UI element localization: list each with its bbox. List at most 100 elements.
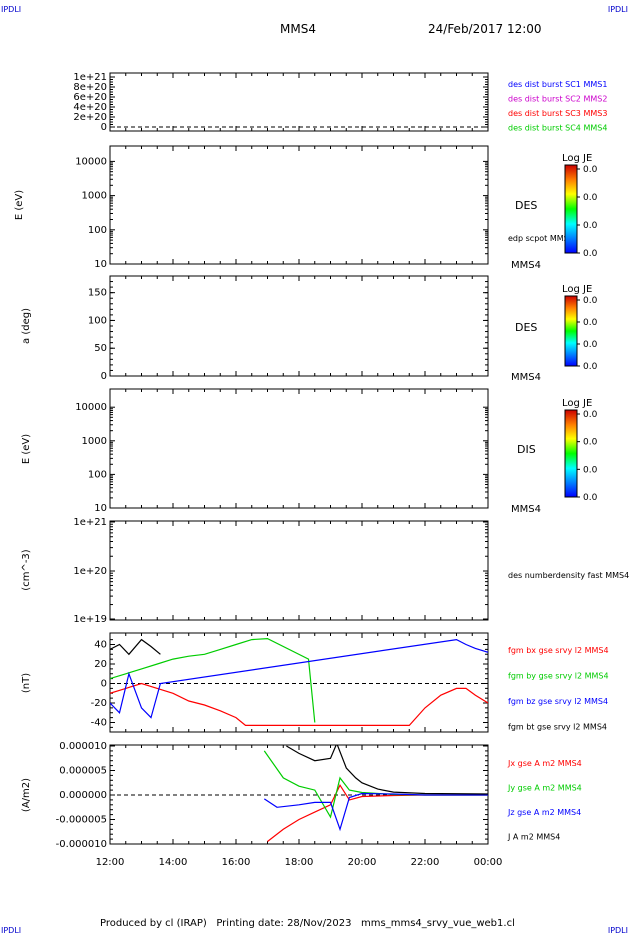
colorbar-label: 0.0 [583, 410, 598, 420]
colorbar-label: 0.0 [583, 465, 598, 475]
y-tick-label: -0.000005 [56, 815, 107, 826]
datetime-title: 24/Feb/2017 12:00 [428, 22, 542, 36]
b-field-series [110, 638, 161, 656]
colorbar [564, 295, 578, 367]
y-tick-label: 10000 [75, 156, 107, 167]
spacecraft-tag: MMS4 [511, 260, 541, 271]
y-tick-label: 0 [101, 679, 107, 690]
legend-entry: des dist burst SC2 MMS2 [508, 95, 607, 104]
panel-frame [109, 520, 489, 621]
y-tick-label: 0 [101, 371, 107, 382]
panel-frame [109, 72, 489, 132]
y-tick-label: 0.000010 [59, 741, 107, 752]
panel-frame [109, 275, 489, 377]
x-tick-label: 16:00 [222, 857, 251, 868]
colorbar-label: 0.0 [583, 165, 598, 175]
current-series [267, 783, 488, 842]
colorbar-title: Log JE [562, 153, 592, 164]
x-tick-label: 14:00 [159, 857, 188, 868]
y-tick-label: -0.000010 [56, 839, 107, 850]
spacecraft-title: MMS4 [280, 22, 316, 36]
y-tick-label: 1e+21 [73, 72, 107, 83]
corner-label-top-left: IPDLI [1, 5, 22, 14]
legend-entry: Jz gse A m2 MMS4 [507, 808, 581, 817]
y-axis-label: (A/m2) [21, 778, 32, 812]
y-tick-label: 50 [94, 343, 107, 354]
spacecraft-tag: MMS4 [511, 372, 541, 383]
y-tick-label: 10000 [75, 402, 107, 413]
b-field-series [110, 682, 488, 727]
y-tick-label: 2e+20 [73, 112, 107, 123]
instrument-label: DIS [517, 443, 536, 456]
b-field-series [110, 637, 316, 723]
colorbar-label: 0.0 [583, 221, 598, 231]
y-tick-label: 40 [94, 640, 107, 651]
instrument-label: DES [515, 321, 537, 334]
y-tick-label: 1000 [82, 436, 107, 447]
x-tick-label: 20:00 [348, 857, 377, 868]
legend-entry: des dist burst SC1 MMS1 [508, 80, 607, 89]
b-field-series [110, 638, 488, 719]
y-tick-label: 1e+20 [73, 566, 107, 577]
legend-entry: Jy gse A m2 MMS4 [507, 784, 582, 793]
legend-entry: Jx gse A m2 MMS4 [507, 759, 582, 768]
colorbar-title: Log JE [562, 398, 592, 409]
colorbar-label: 0.0 [583, 296, 598, 306]
y-tick-label: 1e+19 [73, 614, 107, 625]
corner-label-top-right: IPDLI [607, 5, 628, 14]
x-tick-label: 18:00 [285, 857, 314, 868]
x-tick-label: 00:00 [474, 857, 503, 868]
legend-entry: des dist burst SC4 MMS4 [508, 124, 607, 133]
y-tick-label: 10 [94, 503, 107, 514]
legend-entry: fgm bx gse srvy l2 MMS4 [508, 646, 609, 655]
y-tick-label: 1e+21 [73, 517, 107, 528]
instrument-label: DES [515, 199, 537, 212]
panel-frame [109, 145, 489, 265]
current-series [263, 792, 488, 832]
y-tick-label: 8e+20 [73, 82, 107, 93]
colorbar-label: 0.0 [583, 318, 598, 328]
y-axis-label: (nT) [21, 673, 32, 693]
y-tick-label: 0.000005 [59, 766, 107, 777]
panel-frame [109, 388, 489, 509]
y-tick-label: 150 [88, 288, 107, 299]
current-series [286, 745, 488, 795]
current-series [263, 750, 488, 819]
y-tick-label: 0.000000 [59, 790, 107, 801]
corner-label-bottom-left: IPDLI [1, 926, 22, 935]
colorbar [564, 164, 578, 254]
colorbar-label: 0.0 [583, 193, 598, 203]
x-tick-label: 22:00 [411, 857, 440, 868]
colorbar-label: 0.0 [583, 249, 598, 259]
y-tick-label: -20 [91, 698, 107, 709]
x-tick-label: 12:00 [96, 857, 125, 868]
legend-entry: J A m2 MMS4 [507, 833, 560, 842]
corner-label-bottom-right: IPDLI [607, 926, 628, 935]
y-tick-label: 6e+20 [73, 92, 107, 103]
y-tick-label: 1000 [82, 191, 107, 202]
y-axis-label: E (eV) [14, 190, 25, 220]
legend-entry: fgm bz gse srvy l2 MMS4 [508, 697, 608, 706]
legend-entry: des dist burst SC3 MMS3 [508, 109, 607, 118]
colorbar-label: 0.0 [583, 362, 598, 372]
y-axis-label: (cm^-3) [21, 549, 32, 590]
y-tick-label: 4e+20 [73, 102, 107, 113]
y-tick-label: 10 [94, 259, 107, 270]
colorbar-label: 0.0 [583, 493, 598, 503]
secondary-label: edp scpot MMS4 [508, 234, 574, 243]
y-tick-label: 0 [101, 122, 107, 133]
colorbar-label: 0.0 [583, 340, 598, 350]
y-tick-label: 100 [88, 225, 107, 236]
y-axis-label: E (eV) [21, 434, 32, 464]
legend-entry: fgm by gse srvy l2 MMS4 [508, 672, 609, 681]
y-tick-label: -40 [91, 718, 107, 729]
spacecraft-tag: MMS4 [511, 504, 541, 515]
y-axis-label: a (deg) [21, 308, 32, 344]
y-tick-label: 20 [94, 659, 107, 670]
y-tick-label: 100 [88, 315, 107, 326]
legend-entry: fgm bt gse srvy l2 MMS4 [508, 723, 607, 732]
footer-text: Produced by cl (IRAP) Printing date: 28/… [100, 918, 515, 929]
legend-entry: des numberdensity fast MMS4 [508, 571, 629, 580]
colorbar-label: 0.0 [583, 438, 598, 448]
y-tick-label: 100 [88, 469, 107, 480]
